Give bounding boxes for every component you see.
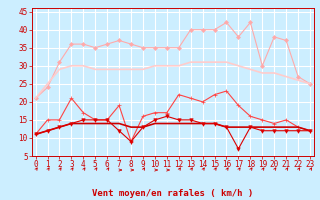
Text: Vent moyen/en rafales ( km/h ): Vent moyen/en rafales ( km/h ): [92, 189, 253, 198]
